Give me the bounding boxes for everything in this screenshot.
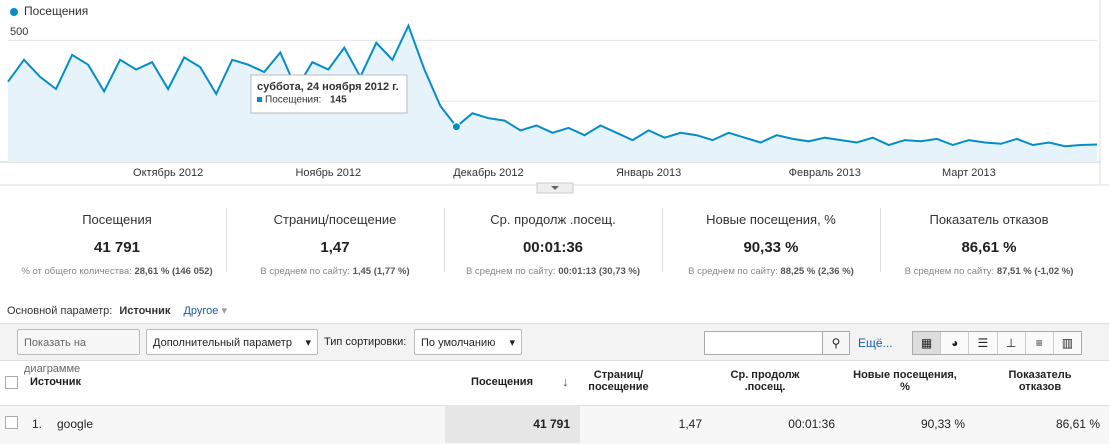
metric-note-label: В среднем по сайту: (688, 266, 778, 277)
row-visits: 41 791 (533, 417, 570, 431)
other-link[interactable]: Другое (183, 305, 219, 317)
metric-note-label: % от общего количества: (21, 266, 132, 277)
sort-text: По умолчанию (421, 337, 496, 349)
metric-separator (880, 208, 881, 272)
sort-dropdown[interactable]: По умолчанию ▾ (414, 329, 522, 355)
view-pie[interactable]: ◕ (941, 332, 970, 354)
view-compare[interactable]: ⊥ (998, 332, 1026, 354)
metric-note-value: 1,45 (1,77 %) (352, 266, 410, 277)
highlight-point (451, 122, 461, 132)
metric-value: 86,61 % (961, 239, 1017, 256)
area (8, 25, 1097, 163)
y-tick-label: 500 (10, 26, 28, 38)
collapse-arrow (551, 186, 559, 190)
x-tick-label: Декабрь 2012 (453, 167, 523, 179)
metric: Новые посещения, % 90,33 % В среднем по са… (662, 200, 880, 278)
row-pages: 1,47 (678, 417, 702, 431)
view-buttons: ▦ ◕ ☰ ⊥ ≡ ▥ (912, 331, 1082, 355)
metric-separator (444, 208, 445, 272)
legend-dot (10, 8, 18, 16)
sort-label: Тип сортировки: (324, 336, 407, 348)
metric-value: 90,33 % (743, 239, 799, 256)
metric-note-value: 88,25 % (2,36 %) (780, 266, 854, 277)
row-source[interactable]: google (57, 417, 94, 431)
metric-note: В среднем по сайту: 1,45 (1,77 %) (226, 266, 444, 277)
header-checkbox[interactable] (5, 376, 18, 389)
show-chart-button[interactable]: Показать на диаграмме (17, 329, 140, 375)
secondary-text: Дополнительный параметр (153, 337, 292, 349)
header-visits[interactable]: Посещения (471, 376, 533, 388)
row-bounce: 86,61 % (1055, 417, 1100, 431)
metric-note: В среднем по сайту: 88,25 % (2,36 %) (662, 266, 880, 277)
metric: Страниц/посещение 1,47 В среднем по сайту:… (226, 200, 444, 278)
metric-note-label: В среднем по сайту: (465, 266, 556, 277)
row-index: 1. (32, 417, 43, 431)
view-table[interactable]: ▦ (913, 332, 942, 354)
header-pages[interactable]: Страниц/ посещение (588, 369, 649, 393)
sort-arrow: ↓ (562, 374, 569, 389)
metric-note: % от общего количества: 28,61 % (146 052… (8, 266, 226, 277)
metric: Посещения 41 791 % от общего количества: 2… (8, 200, 226, 278)
header-source: Источник (30, 376, 82, 388)
metric: Показатель отказов 86,61 % В среднем по са… (880, 200, 1098, 278)
metric-title: Ср. продолж .посещ. (490, 212, 616, 227)
primary-label: Основной параметр: (7, 305, 113, 317)
primary-row: Основной параметр: Источник Другое ▾ (7, 305, 227, 317)
tooltip-value: 145 (330, 95, 347, 106)
metric-title: Посещения (82, 212, 152, 227)
view-term[interactable]: ≡ (1026, 332, 1054, 354)
line (7, 23, 1098, 148)
search-button[interactable]: ⚲ (822, 331, 850, 355)
metric-separator (226, 208, 227, 272)
primary-value[interactable]: Источник (119, 305, 171, 317)
tooltip: суббота, 24 ноября 2012 г. Посещения: 145 (250, 74, 408, 114)
tooltip-box (250, 74, 408, 114)
x-tick-label: Ноябрь 2012 (295, 167, 361, 179)
sorted-column (445, 405, 580, 443)
row-checkbox[interactable] (5, 416, 18, 429)
view-bar[interactable]: ☰ (969, 332, 998, 354)
row-duration: 00:01:36 (788, 417, 835, 431)
row-new: 90,33 % (920, 417, 965, 431)
view-pivot[interactable]: ▥ (1061, 336, 1074, 350)
metric-note-value: 87,51 % (-1,02 %) (996, 266, 1074, 277)
x-tick-label: Март 2013 (942, 167, 996, 179)
x-tick-label: Январь 2013 (616, 167, 681, 179)
tooltip-label: Посещения: (265, 95, 321, 106)
metric-note-value: 00:01:13 (30,73 %) (558, 266, 641, 277)
metric-note-label: В среднем по сайту: (260, 266, 350, 277)
x-tick-label: Февраль 2013 (789, 167, 861, 179)
metric-title: Страниц/посещение (273, 212, 397, 227)
tooltip-date: суббота, 24 ноября 2012 г. (257, 81, 399, 93)
metric-value: 1,47 (320, 239, 350, 256)
x-tick-label: Октябрь 2012 (133, 167, 203, 179)
more-link[interactable]: Ещё... (858, 336, 893, 350)
metric: Ср. продолж .посещ. 00:01:36 В среднем по … (444, 200, 662, 278)
tooltip-swatch (257, 97, 262, 102)
metric-note: В среднем по сайту: 00:01:13 (30,73 %) (444, 266, 662, 277)
metric-value: 00:01:36 (522, 239, 584, 256)
header-new[interactable]: Новые посещения, % (853, 369, 957, 393)
legend-label: Посещения (24, 4, 88, 18)
metric-title: Новые посещения, % (706, 212, 836, 227)
metric-note-value: 28,61 % (146 052) (134, 266, 213, 277)
header-duration[interactable]: Ср. продолж .посещ. (730, 369, 800, 393)
metric-note: В среднем по сайту: 87,51 % (-1,02 %) (880, 266, 1098, 277)
header-bounce[interactable]: Показатель отказов (1008, 369, 1072, 393)
metric-title: Показатель отказов (929, 212, 1049, 227)
search-input[interactable] (704, 331, 824, 355)
metric-note-label: В среднем по сайту: (904, 266, 995, 277)
secondary-dropdown[interactable]: Дополнительный параметр ▾ (146, 329, 318, 355)
metric-separator (662, 208, 663, 272)
metric-value: 41 791 (94, 239, 140, 256)
